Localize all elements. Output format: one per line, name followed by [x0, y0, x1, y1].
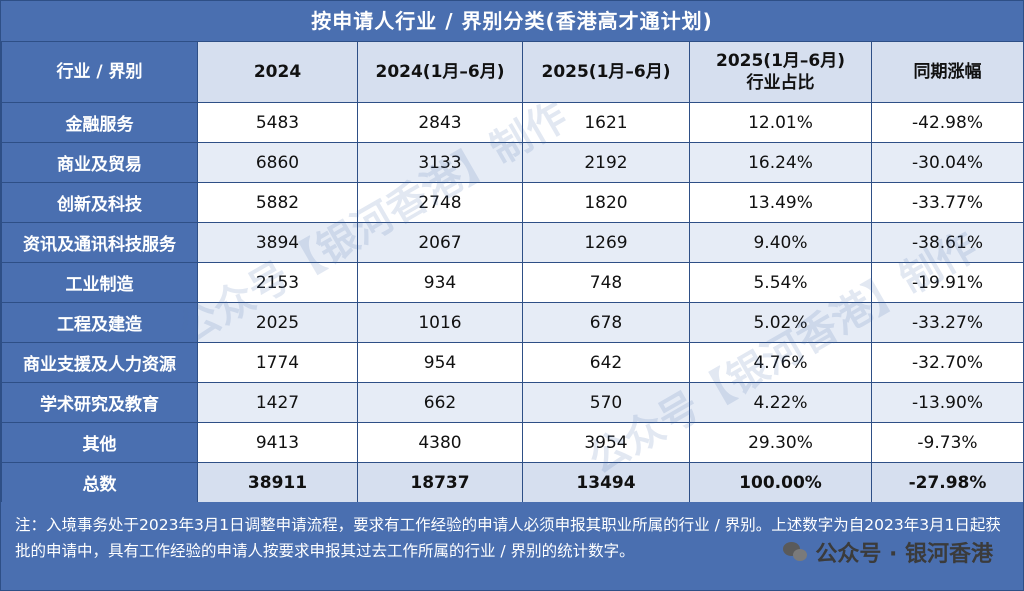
cell-h1-2024: 4380: [357, 422, 523, 463]
cell-industry: 工业制造: [1, 262, 198, 303]
cell-share: 13.49%: [689, 182, 872, 223]
cell-h1-2024: 2067: [357, 222, 523, 263]
cell-industry: 工程及建造: [1, 302, 198, 343]
cell-h1-2025: 1820: [522, 182, 690, 223]
cell-2024: 2025: [197, 302, 358, 343]
cell-2024: 6860: [197, 142, 358, 183]
cell-share: 5.02%: [689, 302, 872, 343]
cell-h1-2024: 2843: [357, 102, 523, 143]
cell-industry: 商业及贸易: [1, 142, 198, 183]
total-row: 总数 38911 18737 13494 100.00% -27.98%: [1, 462, 1024, 503]
cell-2024: 3894: [197, 222, 358, 263]
data-table: 行业 / 界别 2024 2024(1月–6月) 2025(1月–6月) 202…: [1, 41, 1024, 503]
cell-2024: 9413: [197, 422, 358, 463]
cell-change: -30.04%: [871, 142, 1024, 183]
header-2024: 2024: [197, 41, 358, 103]
cell-2024: 5483: [197, 102, 358, 143]
cell-industry: 资讯及通讯科技服务: [1, 222, 198, 263]
table-row: 商业支援及人力资源 1774 954 642 4.76% -32.70%: [1, 342, 1024, 383]
cell-2024: 2153: [197, 262, 358, 303]
cell-change: -42.98%: [871, 102, 1024, 143]
cell-h1-2025: 2192: [522, 142, 690, 183]
cell-industry: 金融服务: [1, 102, 198, 143]
page-title: 按申请人行业 / 界别分类(香港高才通计划): [1, 1, 1023, 41]
cell-h1-2024: 2748: [357, 182, 523, 223]
cell-share: 4.22%: [689, 382, 872, 423]
cell-h1-2024: 1016: [357, 302, 523, 343]
cell-2024: 5882: [197, 182, 358, 223]
cell-share: 16.24%: [689, 142, 872, 183]
header-row: 行业 / 界别 2024 2024(1月–6月) 2025(1月–6月) 202…: [1, 41, 1024, 103]
cell-share: 29.30%: [689, 422, 872, 463]
total-cell-industry: 总数: [1, 462, 198, 503]
total-cell-2024: 38911: [197, 462, 358, 503]
cell-industry: 创新及科技: [1, 182, 198, 223]
cell-h1-2024: 934: [357, 262, 523, 303]
table-row: 商业及贸易 6860 3133 2192 16.24% -30.04%: [1, 142, 1024, 183]
cell-change: -19.91%: [871, 262, 1024, 303]
cell-h1-2024: 3133: [357, 142, 523, 183]
header-share: 2025(1月–6月) 行业占比: [689, 41, 872, 103]
cell-share: 5.54%: [689, 262, 872, 303]
cell-industry: 其他: [1, 422, 198, 463]
table-row: 其他 9413 4380 3954 29.30% -9.73%: [1, 422, 1024, 463]
cell-industry: 学术研究及教育: [1, 382, 198, 423]
cell-h1-2025: 642: [522, 342, 690, 383]
header-industry: 行业 / 界别: [1, 41, 198, 103]
total-cell-share: 100.00%: [689, 462, 872, 503]
total-cell-change: -27.98%: [871, 462, 1024, 503]
footnote: 注：入境事务处于2023年3月1日调整申请流程，要求有工作经验的申请人必须申报其…: [1, 502, 1023, 590]
cell-share: 9.40%: [689, 222, 872, 263]
badge-label: 公众号 · 银河香港: [815, 542, 993, 567]
cell-h1-2025: 1269: [522, 222, 690, 263]
cell-h1-2025: 570: [522, 382, 690, 423]
table-body: 金融服务 5483 2843 1621 12.01% -42.98% 商业及贸易 6860 31…: [1, 102, 1024, 503]
cell-share: 12.01%: [689, 102, 872, 143]
table-row: 工业制造 2153 934 748 5.54% -19.91%: [1, 262, 1024, 303]
total-cell-h1-2024: 18737: [357, 462, 523, 503]
table-row: 创新及科技 5882 2748 1820 13.49% -33.77%: [1, 182, 1024, 223]
cell-change: -9.73%: [871, 422, 1024, 463]
table-row: 资讯及通讯科技服务 3894 2067 1269 9.40% -38.61%: [1, 222, 1024, 263]
cell-share: 4.76%: [689, 342, 872, 383]
cell-industry: 商业支援及人力资源: [1, 342, 198, 383]
wechat-icon: [783, 541, 809, 563]
cell-h1-2025: 3954: [522, 422, 690, 463]
cell-2024: 1427: [197, 382, 358, 423]
cell-h1-2025: 678: [522, 302, 690, 343]
header-change: 同期涨幅: [871, 41, 1024, 103]
table-row: 工程及建造 2025 1016 678 5.02% -33.27%: [1, 302, 1024, 343]
cell-change: -38.61%: [871, 222, 1024, 263]
header-h1-2025: 2025(1月–6月): [522, 41, 690, 103]
total-cell-h1-2025: 13494: [522, 462, 690, 503]
cell-h1-2025: 748: [522, 262, 690, 303]
cell-change: -32.70%: [871, 342, 1024, 383]
cell-change: -33.27%: [871, 302, 1024, 343]
cell-h1-2025: 1621: [522, 102, 690, 143]
cell-change: -33.77%: [871, 182, 1024, 223]
cell-h1-2024: 662: [357, 382, 523, 423]
wechat-badge: 公众号 · 银河香港: [783, 536, 993, 568]
table-row: 学术研究及教育 1427 662 570 4.22% -13.90%: [1, 382, 1024, 423]
cell-change: -13.90%: [871, 382, 1024, 423]
table-row: 金融服务 5483 2843 1621 12.01% -42.98%: [1, 102, 1024, 143]
cell-h1-2024: 954: [357, 342, 523, 383]
cell-2024: 1774: [197, 342, 358, 383]
header-h1-2024: 2024(1月–6月): [357, 41, 523, 103]
